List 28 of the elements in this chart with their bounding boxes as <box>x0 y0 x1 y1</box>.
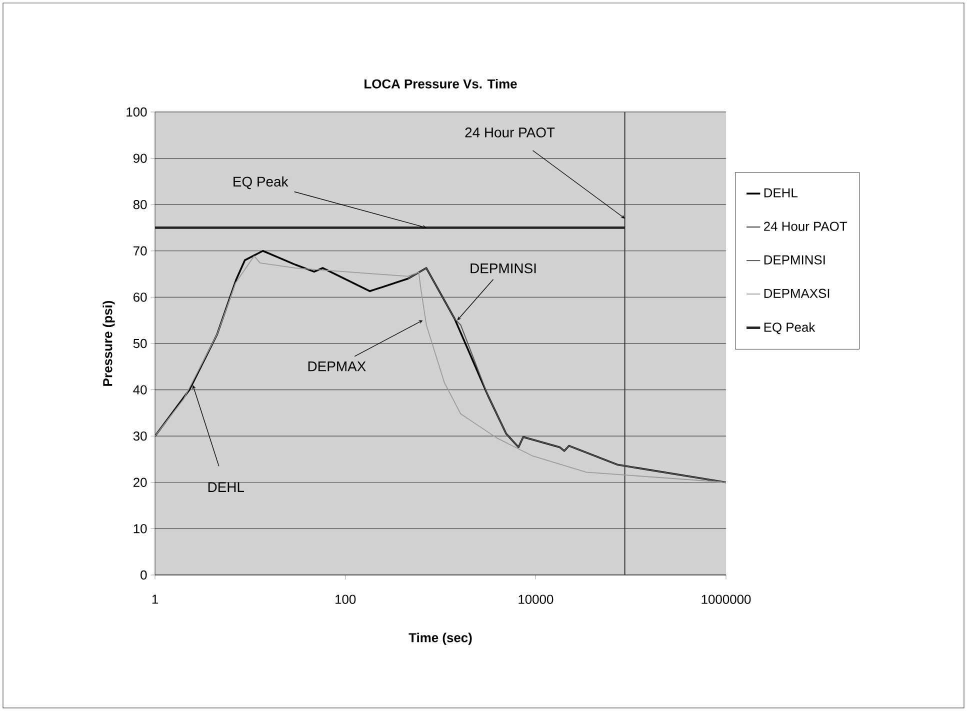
y-tick-label: 40 <box>133 385 147 394</box>
legend-label: DEPMAXSI <box>764 288 830 298</box>
y-tick-label: 30 <box>133 431 147 441</box>
y-axis-title: Pressure (psi) <box>102 300 115 386</box>
x-tick-label: 100 <box>336 594 356 604</box>
annotation: DEHL <box>208 482 244 492</box>
y-tick-label: 60 <box>134 292 147 302</box>
annotation: DEPMAX <box>308 362 366 372</box>
y-tick-label: 80 <box>133 200 147 210</box>
y-tick-label: 50 <box>133 338 147 348</box>
y-tick-label: 10 <box>134 524 147 534</box>
x-tick-label: 10000 <box>518 594 554 604</box>
legend-label: DEPMINSI <box>764 255 825 264</box>
y-tick-label: 100 <box>126 107 147 117</box>
y-tick-label: 0 <box>140 570 147 580</box>
y-tick-label: 70 <box>134 246 147 256</box>
legend-label: EQ Peak <box>764 322 816 334</box>
annotation: 24 Hour PAOT <box>465 128 555 138</box>
y-tick-label: 90 <box>133 154 147 163</box>
legend-label: DEHL <box>764 188 798 198</box>
x-tick-label: 1000000 <box>702 594 751 604</box>
annotation: EQ Peak <box>234 176 288 190</box>
annotation: DEPMINSI <box>470 263 536 274</box>
chart-title: LOCA Pressure Vs. Time <box>364 78 517 88</box>
x-tick-label: 1 <box>152 594 158 604</box>
x-axis-title: Time (sec) <box>408 632 472 645</box>
legend-label: 24 Hour PAOT <box>764 222 848 231</box>
y-tick-label: 20 <box>134 478 147 487</box>
